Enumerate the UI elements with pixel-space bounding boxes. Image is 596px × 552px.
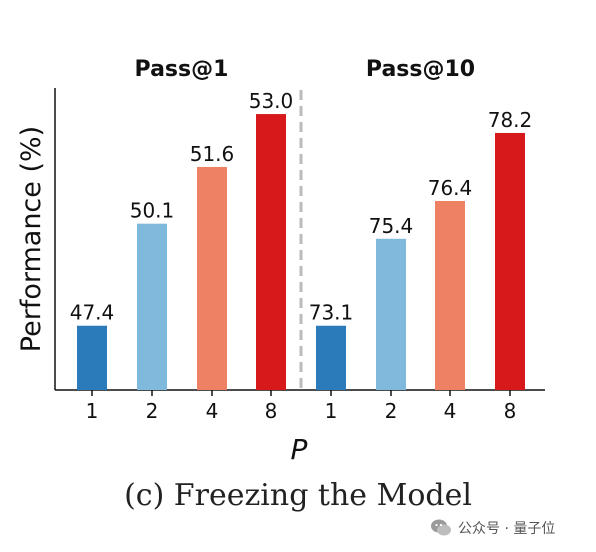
group-title-2: Pass@10 [366,57,475,82]
bar-2-2 [376,238,406,390]
x-tick-label-1-8: 8 [265,399,278,423]
data-label-1-8: 53.0 [249,89,294,113]
bar-2-1 [316,325,346,390]
watermark: 公众号 · 量子位 [430,516,555,540]
group-title-1: Pass@1 [135,57,229,82]
x-tick-label-2-1: 1 [325,399,338,423]
data-label-2-4: 76.4 [428,176,473,200]
data-label-2-2: 75.4 [369,214,414,238]
y-axis-label: Performance (%) [16,126,47,352]
x-tick-label-1-1: 1 [86,399,99,423]
x-tick-label-2-4: 4 [444,399,457,423]
x-tick-label-2-8: 8 [504,399,517,423]
bar-1-8 [256,114,286,390]
bar-1-1 [77,325,107,390]
x-tick-label-1-2: 2 [146,399,159,423]
bar-1-2 [137,223,167,390]
data-label-2-1: 73.1 [309,301,354,325]
watermark-text: 公众号 · 量子位 [458,521,556,537]
data-label-2-8: 78.2 [488,108,533,132]
x-tick-label-1-4: 4 [206,399,219,423]
bar-1-4 [197,166,227,390]
bar-2-4 [435,201,465,390]
x-axis-label: P [291,433,308,466]
data-label-1-1: 47.4 [70,301,115,325]
x-tick-label-2-2: 2 [385,399,398,423]
bar-2-8 [495,132,525,390]
data-label-1-2: 50.1 [130,199,175,223]
figure-caption: (c) Freezing the Model [124,478,472,513]
wechat-icon [431,519,451,536]
data-label-1-4: 51.6 [190,142,235,166]
